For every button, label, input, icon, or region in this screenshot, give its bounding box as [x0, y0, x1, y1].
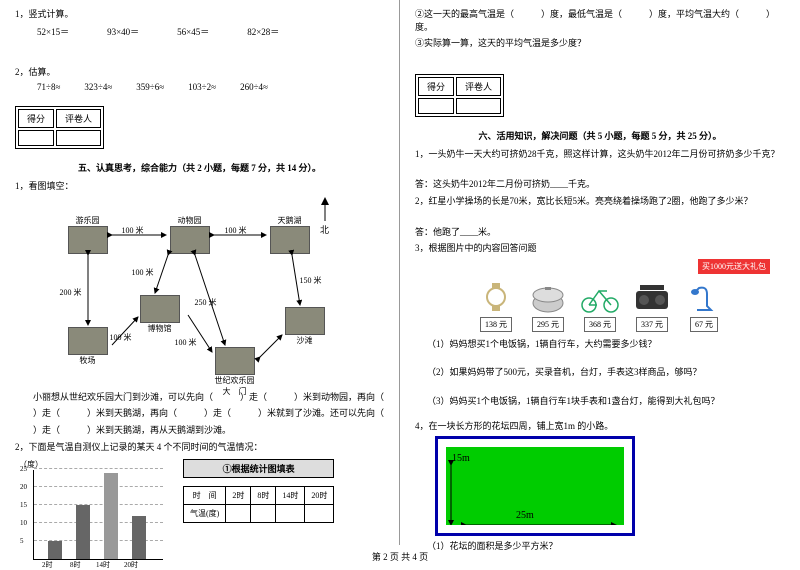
- price-label: 295 元: [532, 317, 564, 332]
- edge-label: 200 米: [60, 287, 82, 298]
- lamp-icon: [689, 280, 719, 314]
- score-label: 得分: [18, 109, 54, 128]
- q1-items: 52×15＝ 93×40＝ 56×45＝ 82×28＝: [15, 25, 384, 38]
- product-lamp: 67 元: [683, 280, 725, 332]
- edge-label: 150 米: [300, 275, 322, 286]
- price-label: 67 元: [690, 317, 718, 332]
- grader-label: 评卷人: [56, 109, 101, 128]
- q6-4: 4，在一块长方形的花坛四周，铺上宽1m 的小路。: [415, 420, 785, 433]
- q2-items: 71÷8≈ 323÷4≈ 359÷6≈ 103÷2≈ 260÷4≈: [15, 82, 384, 92]
- price-label: 138 元: [480, 317, 512, 332]
- bike-icon: [579, 281, 621, 313]
- q6-3-3: （3）妈妈买1个电饭锅，1辆自行车1块手表和1盏台灯，能得到大礼包吗？: [415, 395, 785, 408]
- score-box: 得分 评卷人: [415, 74, 504, 117]
- node-ranch: 牧场: [68, 327, 108, 366]
- est-item: 71÷8≈: [37, 82, 60, 92]
- temperature-bar-chart: 5 10 15 20 25 2时 8时 14时 20时: [33, 470, 163, 560]
- section5-title: 五、认真思考，综合能力（共 2 小题，每题 7 分，共 14 分）。: [15, 161, 384, 174]
- section6-title: 六、活用知识，解决问题（共 5 小题，每题 5 分，共 25 分）。: [415, 129, 785, 142]
- node-amusement: 游乐园: [68, 215, 108, 254]
- q6-1-ans: 答：这头奶牛2012年二月份可挤奶____千克。: [415, 178, 785, 191]
- q6-1: 1，一头奶牛一天大约可挤奶28千克，照这样计算，这头奶牛2012年二月份可挤奶多…: [415, 148, 785, 161]
- edge-label: 100 米: [175, 337, 197, 348]
- price-label: 337 元: [636, 317, 668, 332]
- product-watch: 138 元: [475, 280, 517, 332]
- product-bike: 368 元: [579, 280, 621, 332]
- q6-2-ans: 答：他跑了____米。: [415, 226, 785, 239]
- q5-1-title: 1，看图填空：: [15, 180, 384, 193]
- q6-3-2: （2）如果妈妈带了500元，买录音机，台灯，手表这3样商品，够吗？: [415, 366, 785, 379]
- node-museum: 博物馆: [140, 295, 180, 334]
- calc-item: 93×40＝: [107, 25, 139, 38]
- q1-title: 1，竖式计算。: [15, 8, 384, 21]
- product-row: 138 元 295 元 368 元 337 元 67 元: [415, 280, 785, 332]
- gift-banner: 买1000元送大礼包: [698, 259, 770, 274]
- product-ricecooker: 295 元: [527, 280, 569, 332]
- q2-title: 2，估算。: [15, 66, 384, 79]
- ricecooker-icon: [530, 281, 566, 313]
- node-swan: 天鹅湖: [270, 215, 310, 254]
- q5-2-title: 2，下面是气温自测仪上记录的某天 4 个不同时间的气温情况：: [15, 441, 384, 454]
- price-label: 368 元: [584, 317, 616, 332]
- est-item: 323÷4≈: [84, 82, 112, 92]
- calc-item: 82×28＝: [247, 25, 279, 38]
- park-map: 北 游乐园 动物园 天鹅湖 牧场 博物馆 沙滩 世纪欢乐园 大 门 100 米 …: [60, 197, 340, 387]
- page-footer: 第 2 页 共 4 页: [0, 550, 800, 563]
- edge-label: 100 米: [132, 267, 154, 278]
- grader-label: 评卷人: [456, 77, 501, 96]
- q3-cont: ③实际算一算，这天的平均气温是多少度？: [415, 37, 785, 50]
- score-box: 得分 评卷人: [15, 106, 104, 149]
- q6-3: 3，根据图片中的内容回答问题: [415, 242, 785, 255]
- edge-label: 250 米: [195, 297, 217, 308]
- est-item: 260÷4≈: [240, 82, 268, 92]
- fill-text: 小丽想从世纪欢乐园大门到沙滩，可以先向（ ）走（ ）米到动物园，再向（: [15, 391, 384, 404]
- q6-2: 2，红星小学操场的长是70米，宽比长短5米。亮亮绕着操场跑了2圈，他跑了多少米？: [415, 195, 785, 208]
- radio-icon: [632, 281, 672, 313]
- product-radio: 337 元: [631, 280, 673, 332]
- bar: [104, 473, 118, 559]
- q6-3-1: （1）妈妈想买1个电饭锅，1辆自行车，大约需要多少钱？: [415, 338, 785, 351]
- edge-label: 100 米: [110, 332, 132, 343]
- score-label: 得分: [418, 77, 454, 96]
- calc-item: 52×15＝: [37, 25, 69, 38]
- node-zoo: 动物园: [170, 215, 210, 254]
- calc-item: 56×45＝: [177, 25, 209, 38]
- edge-label: 100 米: [225, 225, 247, 236]
- node-beach: 沙滩: [285, 307, 325, 346]
- est-item: 103÷2≈: [188, 82, 216, 92]
- watch-icon: [481, 281, 511, 313]
- fill-text: ）走（ ）米到天鹅湖，再向（ ）走（ ）米就到了沙滩。还可以先向（: [15, 407, 384, 420]
- edge-label: 100 米: [122, 225, 144, 236]
- stat-table: 时 间 2时 8时 14时 20时 气温(度): [183, 486, 334, 523]
- stat-table-title: ①根据统计图填表: [183, 459, 334, 478]
- flowerbed-diagram: 15m 25m: [435, 436, 635, 536]
- est-item: 359÷6≈: [136, 82, 164, 92]
- node-gate: 世纪欢乐园 大 门: [215, 347, 255, 397]
- fill-text: ）走（ ）米到天鹅湖，再从天鹅湖到沙滩。: [15, 424, 384, 437]
- compass-icon: 北: [318, 197, 332, 236]
- q2-cont: ②这一天的最高气温是（ ）度，最低气温是（ ）度，平均气温大约（ ）度。: [415, 8, 785, 33]
